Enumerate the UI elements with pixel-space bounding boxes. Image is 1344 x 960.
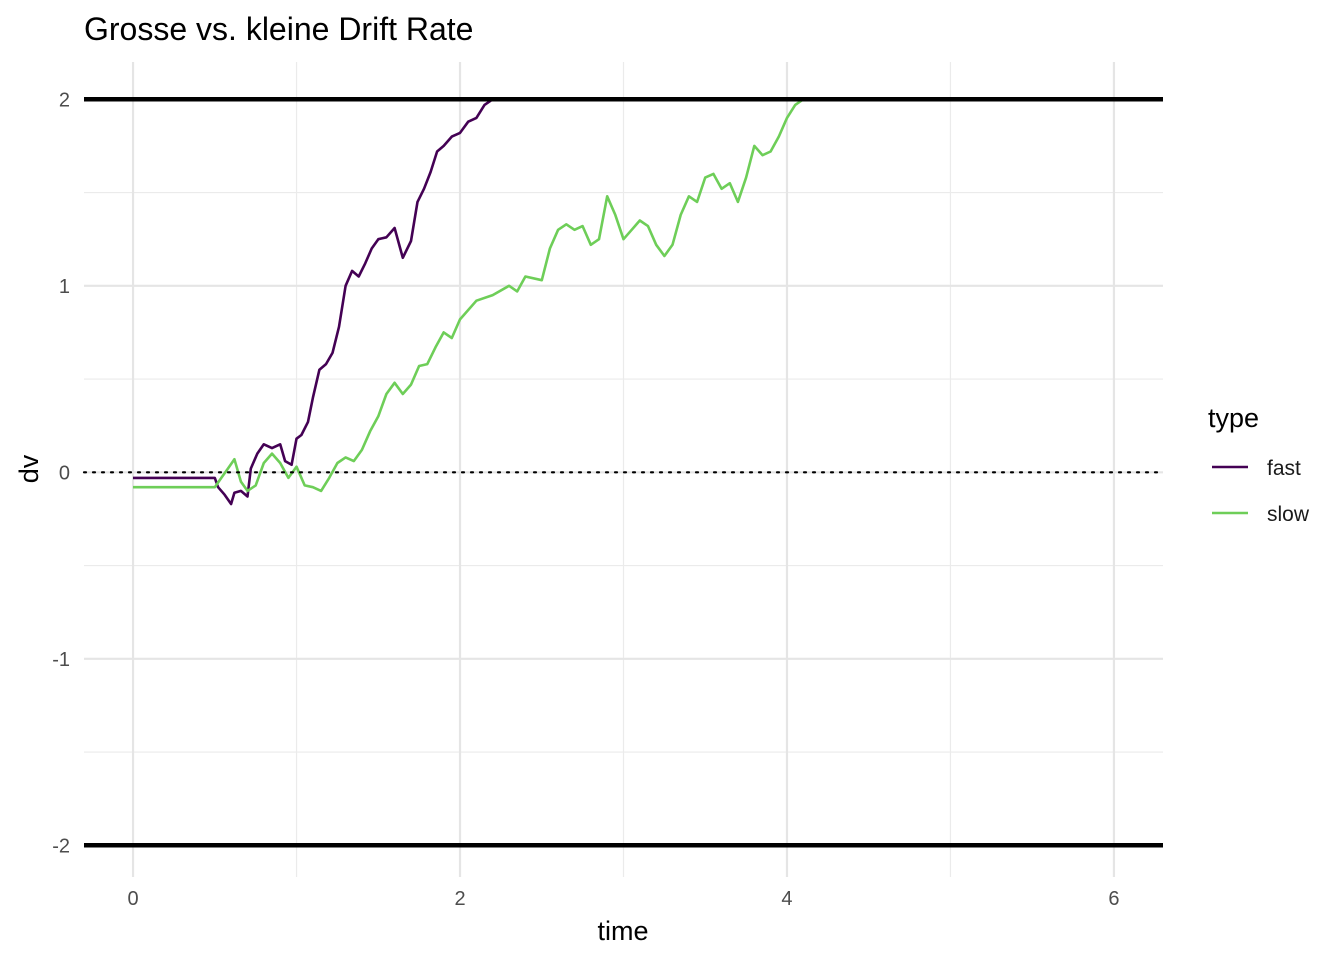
legend-title: type: [1208, 403, 1259, 433]
x-tick-label: 0: [127, 888, 138, 910]
legend: type fast slow: [1208, 403, 1310, 526]
legend-label-fast: fast: [1267, 457, 1301, 480]
grid: [84, 62, 1163, 877]
reference-layer: [82, 97, 1165, 848]
series-line-fast: [133, 98, 494, 506]
y-tick-label: -1: [52, 649, 70, 671]
x-tick-label: 4: [781, 888, 792, 910]
y-tick-label: 2: [59, 89, 70, 111]
legend-label-slow: slow: [1267, 503, 1310, 526]
y-tick-label: 0: [59, 462, 70, 484]
y-tick-label: 1: [59, 276, 70, 298]
y-axis-title: dv: [14, 454, 44, 483]
series-line-slow: [133, 98, 820, 493]
y-tick-label: -2: [52, 835, 70, 857]
x-tick-label: 2: [454, 888, 465, 910]
series-layer: [133, 98, 820, 506]
chart-title: Grosse vs. kleine Drift Rate: [84, 11, 473, 47]
x-tick-label: 6: [1108, 888, 1119, 910]
tick-labels: 0 2 4 6 -2 -1 0 1 2: [52, 89, 1119, 910]
x-axis-title: time: [597, 916, 648, 946]
